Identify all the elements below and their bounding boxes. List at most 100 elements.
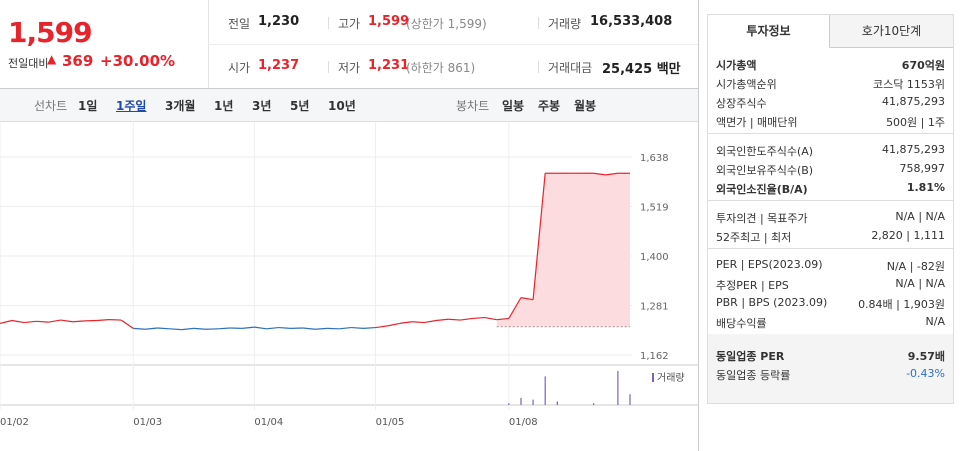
price-line xyxy=(218,327,231,330)
price-line xyxy=(24,320,37,324)
volume-bar xyxy=(532,399,534,405)
price-line xyxy=(169,328,182,331)
info-row: 상장주식수 41,875,293 xyxy=(716,93,945,111)
summary-value: 1,231 xyxy=(368,58,410,73)
info-value: 1.81% xyxy=(906,181,945,194)
price-line xyxy=(120,319,134,329)
area-fill xyxy=(496,173,630,327)
period-button[interactable]: 3년 xyxy=(252,99,272,113)
price-line xyxy=(36,320,49,323)
volume-bar xyxy=(629,394,631,405)
period-button[interactable]: 1년 xyxy=(214,99,234,113)
info-label: 동일업종 PER xyxy=(716,350,785,363)
volume-label: 거래량 xyxy=(657,372,685,384)
price-line xyxy=(351,326,364,329)
info-value: 2,820 | 1,111 xyxy=(871,229,945,242)
tab[interactable]: 투자정보 xyxy=(708,15,830,48)
info-label: 투자의견 | 목표주가 xyxy=(716,212,808,225)
info-label: 외국인보유주식수(B) xyxy=(716,164,814,177)
summary-value: 1,237 xyxy=(258,58,300,73)
price-line xyxy=(448,318,461,321)
summary-value: 1,230 xyxy=(258,14,300,29)
change-label: 전일대비 xyxy=(8,57,49,70)
y-tick-label: 1,400 xyxy=(640,252,669,263)
info-label: PBR | BPS (2023.09) xyxy=(716,296,828,309)
period-button[interactable]: 1주일 xyxy=(116,99,147,113)
period-button[interactable]: 10년 xyxy=(328,99,356,113)
info-row: 52주최고 | 최저 2,820 | 1,111 xyxy=(716,227,945,245)
volume-bar xyxy=(617,371,619,405)
info-value: N/A | N/A xyxy=(895,210,945,223)
sep xyxy=(538,17,539,29)
x-tick-label: 01/04 xyxy=(254,417,283,428)
price-line xyxy=(436,318,449,322)
up-arrow: ▲ xyxy=(47,52,57,66)
summary-value: 25,425 백만 xyxy=(602,62,681,77)
group-divider xyxy=(708,200,953,201)
price-line xyxy=(423,319,437,324)
candle-button[interactable]: 일봉 xyxy=(502,99,525,113)
candle-button[interactable]: 월봉 xyxy=(574,99,597,113)
info-value: N/A | -82원 xyxy=(886,260,945,273)
price-line xyxy=(60,319,73,323)
info-row: 외국인소진율(B/A) 1.81% xyxy=(716,179,945,197)
info-label: 시가총액 xyxy=(716,59,757,72)
info-row: 투자의견 | 목표주가 N/A | N/A xyxy=(716,208,945,226)
summary-label: 거래대금 xyxy=(548,61,593,75)
price-line xyxy=(605,172,618,176)
price-line xyxy=(339,326,352,330)
volume-bar xyxy=(508,403,510,405)
y-tick-label: 1,638 xyxy=(640,153,669,164)
volume-bar xyxy=(593,403,595,405)
period-button[interactable]: 3개월 xyxy=(165,99,196,113)
toolbar xyxy=(0,88,698,122)
price-line xyxy=(254,326,267,330)
summary-label: 거래량 xyxy=(548,17,582,31)
info-label: PER | EPS(2023.09) xyxy=(716,258,823,271)
price-line xyxy=(387,322,400,327)
price-line xyxy=(145,327,158,330)
volume-bar xyxy=(556,401,558,405)
info-value: 코스닥 1153위 xyxy=(873,78,945,91)
info-label: 외국인소진율(B/A) xyxy=(716,183,808,196)
info-value: 41,875,293 xyxy=(882,95,945,108)
info-label: 외국인한도주식수(A) xyxy=(716,145,814,158)
info-row: 외국인보유주식수(B) 758,997 xyxy=(716,160,945,178)
price-panel: 1,599 전일대비 ▲ 369 +30.00% 전일 1,230 고가 1,599(… xyxy=(0,0,699,451)
tab[interactable]: 호가10단계 xyxy=(830,15,953,48)
info-label: 액면가 | 매매단위 xyxy=(716,116,798,129)
sep xyxy=(328,61,329,73)
price-line xyxy=(411,321,425,324)
x-tick-label: 01/02 xyxy=(0,417,29,428)
info-row: 추정PER | EPS N/A | N/A xyxy=(716,275,945,293)
group-background xyxy=(708,334,953,403)
info-row: 액면가 | 매매단위 500원 | 1주 xyxy=(716,112,945,130)
price-line xyxy=(96,319,110,322)
info-row: 시가총액순위 코스닥 1153위 xyxy=(716,74,945,92)
info-label: 52주최고 | 최저 xyxy=(716,231,792,244)
summary-note: (하한가 861) xyxy=(406,61,476,75)
summary-label: 고가 xyxy=(338,17,361,31)
price-line xyxy=(302,327,316,330)
y-tick-label: 1,519 xyxy=(640,203,669,214)
info-row: PBR | BPS (2023.09) 0.84배 | 1,903원 xyxy=(716,294,945,312)
price-line xyxy=(399,321,413,324)
sep xyxy=(538,61,539,73)
period-button[interactable]: 1일 xyxy=(78,99,98,113)
candle-button[interactable]: 주봉 xyxy=(538,99,561,113)
group-divider xyxy=(708,248,953,249)
summary-note: (상한가 1,599) xyxy=(406,17,487,31)
divider xyxy=(208,44,698,45)
group-divider xyxy=(708,133,953,134)
info-value: 670억원 xyxy=(901,59,945,72)
price-line xyxy=(133,327,146,330)
x-tick-label: 01/08 xyxy=(509,417,538,428)
price-line xyxy=(593,172,606,176)
period-button[interactable]: 5년 xyxy=(290,99,310,113)
volume-bar xyxy=(544,376,546,405)
change-pct: +30.00% xyxy=(100,52,176,70)
info-value: 41,875,293 xyxy=(882,143,945,156)
info-label: 상장주식수 xyxy=(716,97,767,110)
